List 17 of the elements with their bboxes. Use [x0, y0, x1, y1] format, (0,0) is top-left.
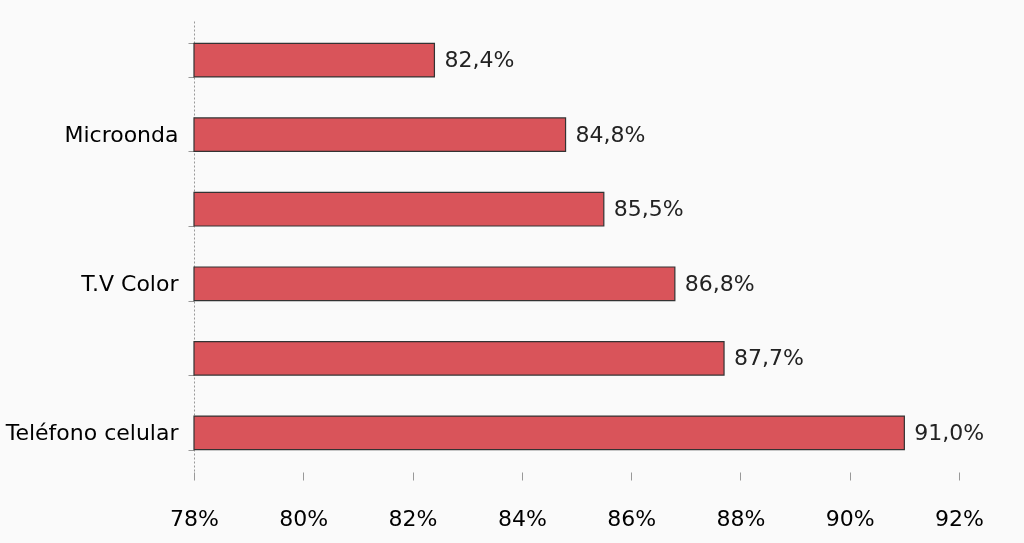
x-tick-label: 86%	[607, 505, 657, 531]
data-label: 85,5%	[613, 196, 684, 222]
x-tick-label: 82%	[388, 505, 438, 531]
data-label: 86,8%	[684, 270, 755, 296]
x-tick-label: 90%	[825, 505, 875, 531]
data-label: 91,0%	[914, 419, 985, 445]
x-tick-label: 92%	[935, 505, 984, 531]
data-label: 82,4%	[444, 47, 515, 73]
data-label: 84,8%	[575, 121, 646, 147]
y-tick-label: Microonda	[64, 122, 179, 148]
y-tick-label: Teléfono celular	[4, 420, 180, 446]
x-tick-label: 78%	[170, 505, 219, 531]
data-label: 87,7%	[734, 345, 804, 371]
x-tick-label: 88%	[716, 505, 766, 531]
x-tick-label: 84%	[497, 505, 547, 531]
x-tick-label: 80%	[279, 505, 329, 531]
y-tick-label: T.V Color	[80, 271, 180, 297]
